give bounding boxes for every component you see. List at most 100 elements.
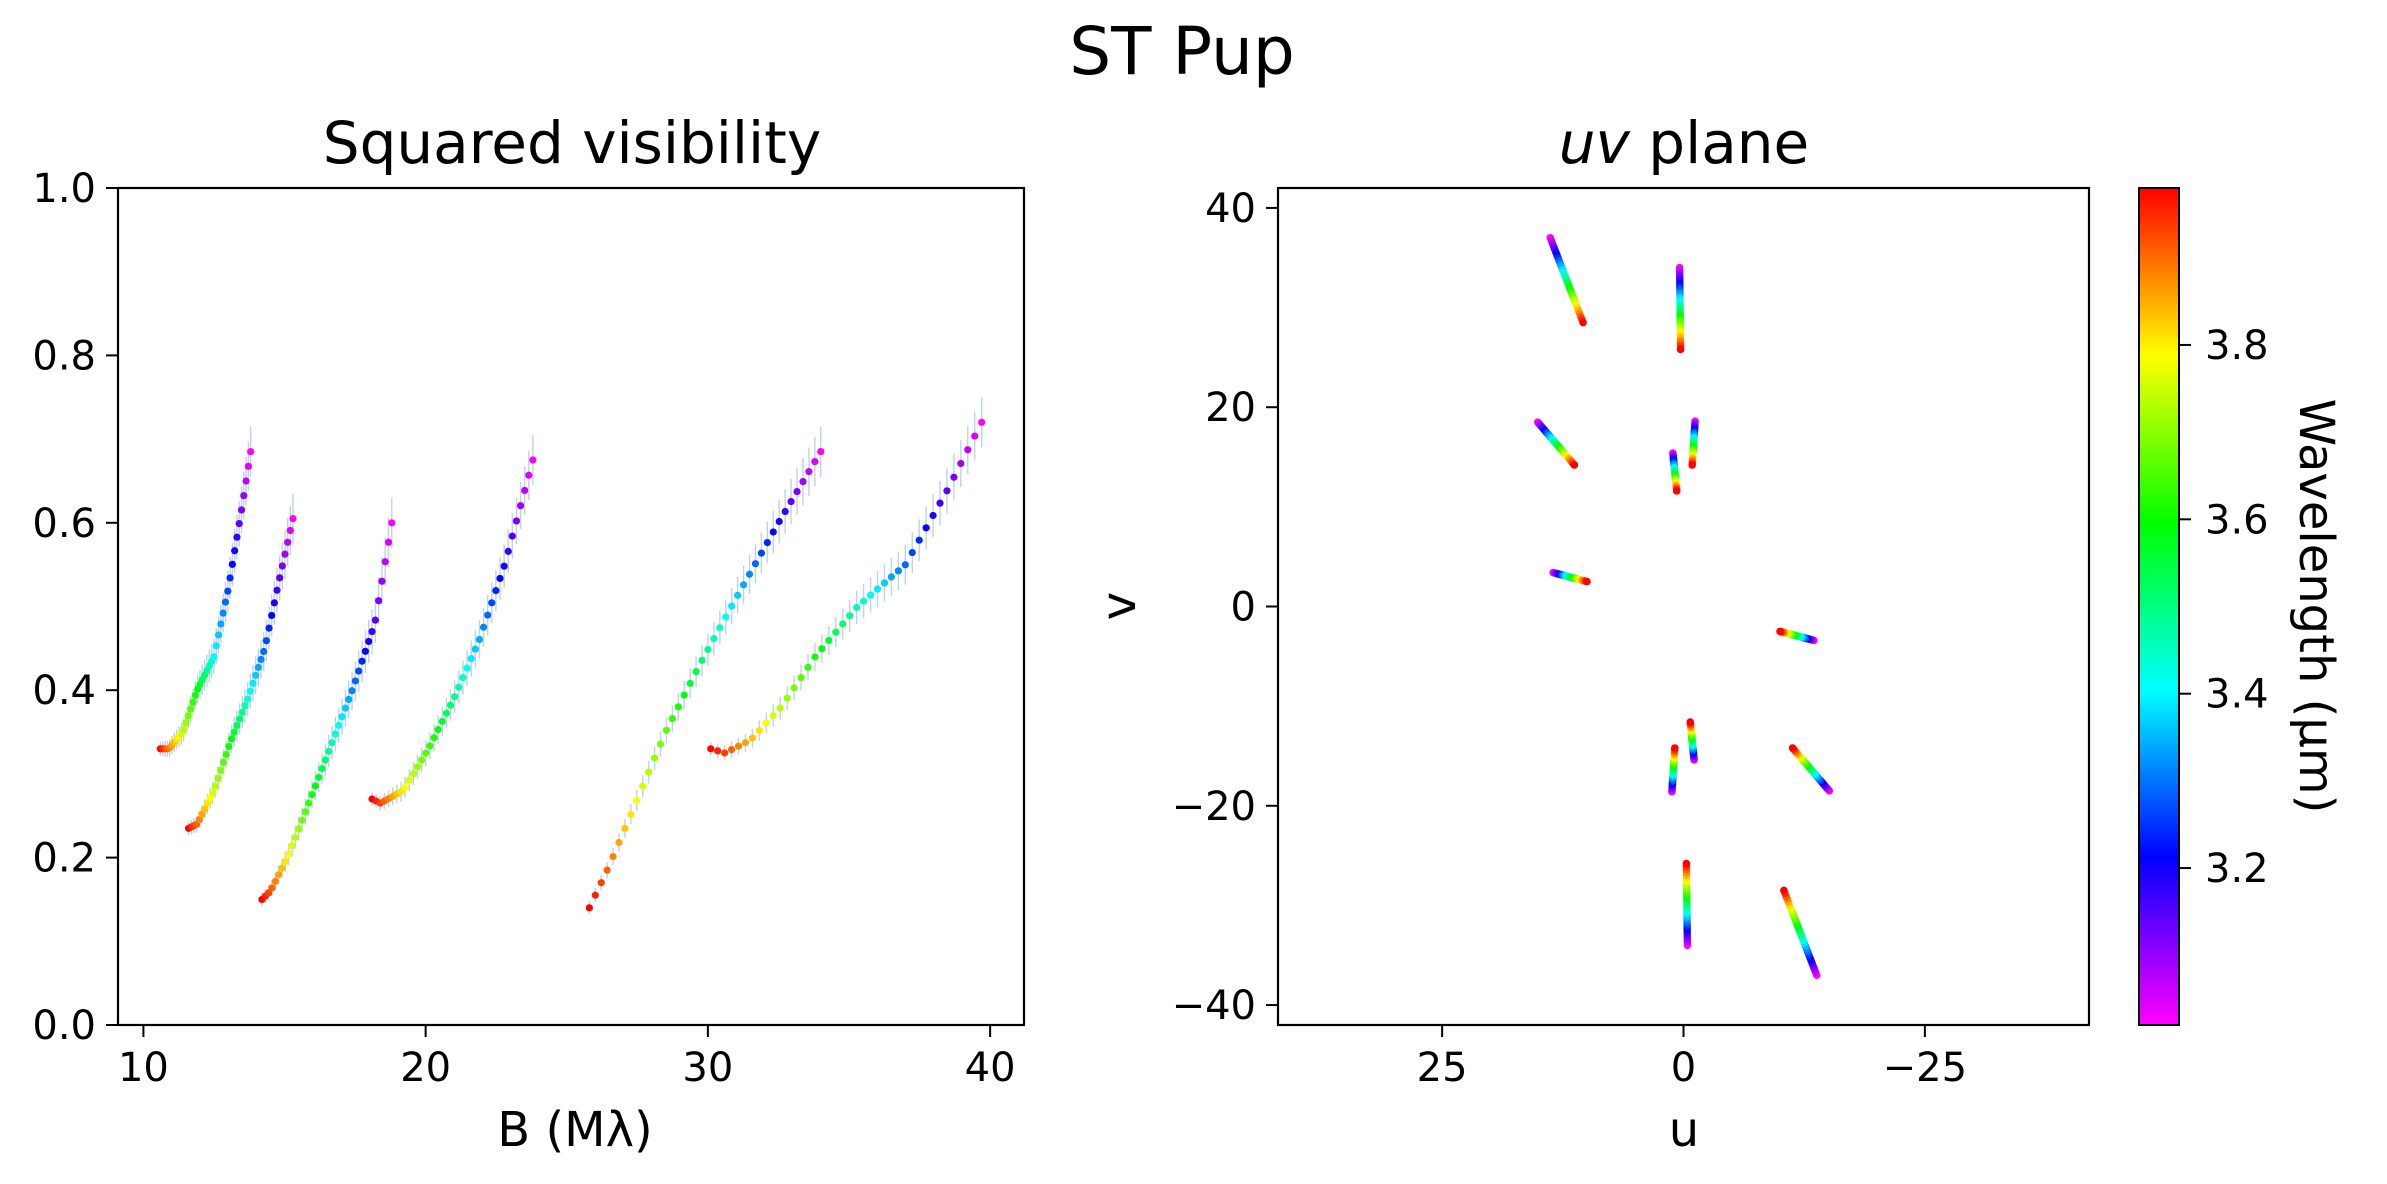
uv-plane-title: uv plane (1559, 109, 1809, 177)
visibility-point (285, 850, 293, 858)
visibility-point (734, 591, 742, 599)
uv-x-ticks: 25 0 −25 (1417, 1025, 1967, 1091)
visibility-y-tick-label: 0.4 (32, 668, 96, 714)
visibility-point (781, 507, 789, 516)
visibility-point (210, 653, 218, 661)
visibility-point (707, 745, 715, 753)
visibility-point (328, 739, 336, 747)
visibility-point (662, 726, 671, 734)
visibility-point (901, 561, 909, 569)
visibility-point (318, 765, 326, 773)
visibility-point (722, 613, 730, 621)
visibility-point (488, 599, 496, 607)
visibility-point (698, 656, 706, 664)
visibility-point (262, 637, 270, 645)
visibility-point (237, 506, 246, 514)
uv-point (1583, 577, 1591, 586)
visibility-point (492, 587, 500, 595)
visibility-point (270, 599, 278, 607)
visibility-point (512, 517, 521, 525)
visibility-point (365, 637, 373, 646)
visibility-point (621, 824, 629, 833)
visibility-point (348, 687, 356, 695)
uv-y-ticks: 40 20 0 −20 −40 (1172, 186, 1278, 1029)
visibility-point (273, 586, 281, 594)
visibility-point (409, 770, 417, 778)
visibility-point (214, 774, 222, 782)
uv-y-label: v (1091, 592, 1147, 620)
visibility-point (463, 664, 471, 672)
visibility-axes-frame (116, 186, 1026, 1027)
uv-x-tick-label: 25 (1417, 1045, 1468, 1091)
visibility-x-label: B (Mλ) (497, 1102, 652, 1158)
visibility-point (783, 694, 791, 702)
visibility-point (825, 636, 833, 645)
visibility-point (203, 800, 211, 808)
visibility-point (609, 852, 617, 861)
visibility-point (467, 655, 475, 663)
visibility-point (757, 549, 766, 557)
visibility-point (438, 717, 446, 726)
visibility-point (846, 612, 854, 620)
visibility-point (739, 581, 748, 589)
visibility-point (500, 562, 508, 570)
visibility-point (459, 674, 467, 682)
colorbar-tick-label: 3.2 (2205, 846, 2269, 892)
visibility-point (811, 458, 819, 466)
visibility-point (271, 877, 279, 885)
uv-plane-panel: uv plane 25 0 −25 40 20 0 −20 −40 u v (1091, 109, 2091, 1158)
visibility-point (252, 671, 260, 679)
uv-point (1672, 487, 1681, 495)
visibility-title: Squared visibility (323, 109, 821, 177)
visibility-point (230, 728, 238, 736)
visibility-point (224, 587, 232, 595)
visibility-point (325, 747, 333, 755)
visibility-point (308, 790, 316, 799)
visibility-point (217, 620, 225, 628)
visibility-point (710, 635, 718, 643)
uv-x-tick-label: 0 (1671, 1045, 1696, 1091)
visibility-point (832, 628, 840, 636)
visibility-point (217, 766, 225, 774)
visibility-point (751, 560, 760, 568)
visibility-point (741, 739, 750, 747)
visibility-point (257, 655, 265, 664)
visibility-point (866, 591, 875, 599)
visibility-point (286, 526, 294, 535)
visibility-y-ticks: 0.0 0.2 0.4 0.6 0.8 1.0 (32, 166, 118, 1049)
visibility-point (315, 773, 323, 781)
visibility-point (305, 799, 313, 807)
visibility-point (221, 598, 230, 606)
visibility-point (244, 462, 252, 470)
visibility-x-tick-label: 20 (400, 1045, 451, 1091)
uv-point (1686, 718, 1695, 726)
visibility-point (971, 432, 979, 440)
visibility-point (727, 746, 736, 754)
uv-point (1788, 744, 1797, 752)
visibility-point (413, 763, 422, 771)
visibility-y-tick-label: 0.6 (32, 501, 96, 547)
visibility-point (405, 776, 413, 785)
visibility-point (240, 492, 248, 500)
visibility-point (235, 715, 244, 723)
colorbar-ticks: 3.2 3.4 3.6 3.8 (2179, 323, 2269, 892)
visibility-point (915, 536, 923, 544)
uv-y-tick-label: 20 (1205, 385, 1256, 431)
visibility-point (728, 602, 736, 610)
visibility-y-tick-label: 0.8 (32, 333, 96, 379)
visibility-point (762, 719, 770, 727)
visibility-point (674, 703, 682, 711)
visibility-point (187, 705, 195, 713)
visibility-point (451, 693, 459, 701)
uv-point (1688, 461, 1696, 469)
visibility-point (233, 722, 241, 730)
visibility-point (244, 695, 252, 703)
visibility-point (295, 825, 303, 833)
uv-segments (1533, 234, 1834, 979)
visibility-point (721, 749, 729, 757)
visibility-point (358, 657, 366, 665)
visibility-point (692, 668, 700, 676)
visibility-point (195, 815, 203, 824)
visibility-point (388, 519, 396, 527)
visibility-point (479, 623, 488, 631)
